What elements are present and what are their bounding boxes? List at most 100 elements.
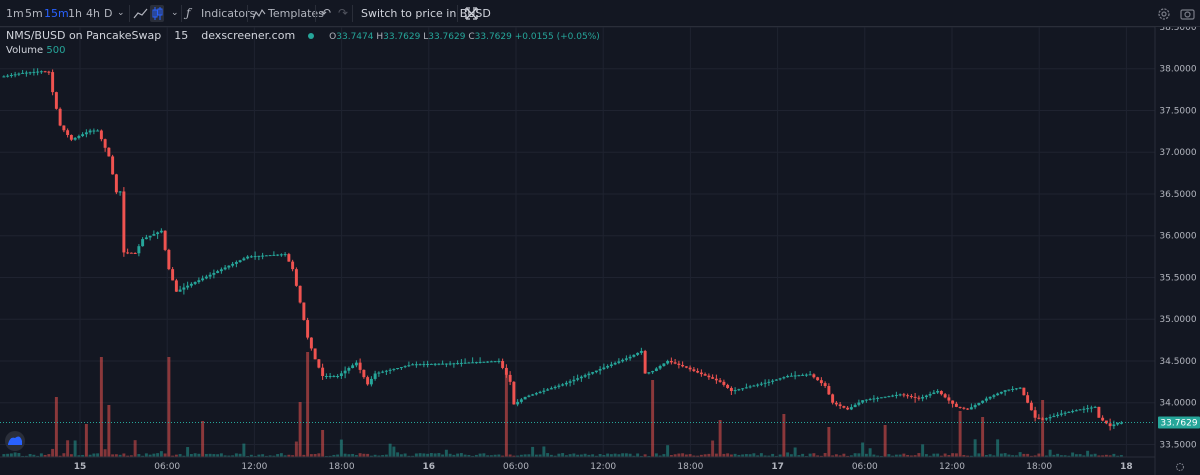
candle-body <box>384 370 388 372</box>
chevron-down-icon[interactable]: ⌄ <box>171 8 179 18</box>
interval-d[interactable]: D <box>104 7 113 20</box>
candle-body <box>849 407 853 410</box>
indicators-icon[interactable]: ƒ <box>186 6 191 20</box>
candle-body <box>2 76 6 78</box>
candle-body <box>913 396 917 398</box>
volume-bar <box>189 454 193 457</box>
volume-bar <box>692 455 696 457</box>
volume-bar <box>81 454 85 457</box>
volume-bar <box>1014 455 1018 457</box>
candle-body <box>834 402 838 405</box>
candle-body <box>234 262 238 264</box>
candle-body <box>576 378 580 380</box>
volume-bar <box>838 455 842 457</box>
interval-label: 15 <box>174 29 189 42</box>
candle-body <box>6 75 10 77</box>
candle-body <box>28 72 32 74</box>
volume-bar <box>831 455 835 457</box>
candle-body <box>921 397 925 399</box>
volume-bar <box>264 455 268 457</box>
volume-bar <box>816 455 820 457</box>
candle-body <box>572 379 576 382</box>
volume-bar <box>122 453 126 457</box>
volume-bar <box>253 455 257 457</box>
candle-body <box>246 256 250 259</box>
undo-icon[interactable]: ↶ <box>321 6 332 20</box>
candle-body <box>703 374 707 376</box>
candle-body <box>111 156 115 175</box>
candle-body <box>951 400 955 404</box>
candle-body <box>782 377 786 379</box>
candle-body <box>231 263 235 266</box>
candle-body <box>1041 418 1045 420</box>
volume-bar <box>1056 453 1060 457</box>
volume-bar <box>621 453 625 457</box>
volume-bar <box>501 455 505 457</box>
candle-body <box>497 360 501 362</box>
close-label: C <box>468 32 475 42</box>
volume-bar <box>156 453 160 457</box>
templates-icon[interactable] <box>253 8 266 20</box>
low-label: L <box>423 32 429 42</box>
volume-bar <box>107 405 111 457</box>
camera-icon[interactable] <box>1180 7 1195 21</box>
candle-body <box>1026 395 1030 403</box>
candle-body <box>186 285 190 288</box>
candle-body <box>133 252 137 254</box>
volume-bar <box>1041 400 1045 457</box>
volume-bar <box>512 455 516 457</box>
symbol-label: NMS/BUSD on PancakeSwap <box>6 29 162 42</box>
candle-body <box>984 398 988 401</box>
price-chart[interactable]: 33.5000 34.0000 34.5000 35.0000 35.5000 36.00… <box>0 27 1200 475</box>
volume-bar <box>103 449 107 457</box>
templates-button[interactable]: Templates <box>268 7 324 20</box>
indicators-button[interactable]: Indicators <box>201 7 256 20</box>
candle-body <box>947 397 951 401</box>
time-tick-label: 18 <box>1120 462 1133 472</box>
volume-bar <box>343 453 347 457</box>
candle-body <box>891 395 895 397</box>
chevron-down-icon[interactable]: ⌄ <box>117 8 125 18</box>
redo-icon[interactable]: ↷ <box>338 6 349 20</box>
axis-settings-icon[interactable] <box>1175 462 1185 472</box>
candle-body <box>216 271 220 273</box>
candle-body <box>1074 410 1078 412</box>
switch-price-button[interactable]: Switch to price in BUSD <box>361 7 491 20</box>
volume-bar <box>519 454 523 457</box>
volume-bar <box>426 453 430 457</box>
candle-body <box>639 350 643 353</box>
candles-icon[interactable] <box>150 5 164 22</box>
interval-1h[interactable]: 1h <box>68 7 82 20</box>
candle-body <box>306 320 310 338</box>
candle-body <box>527 395 531 397</box>
volume-bar <box>943 453 947 457</box>
candle-body <box>557 385 561 387</box>
candle-body <box>126 252 130 254</box>
volume-bar <box>516 455 520 457</box>
volume-bar <box>47 454 51 457</box>
volume-bar <box>444 449 448 457</box>
candle-body <box>144 237 148 240</box>
volume-bar <box>99 357 103 457</box>
interval-15m[interactable]: 15m <box>44 7 69 20</box>
candle-body <box>591 372 595 374</box>
candle-body <box>287 254 291 262</box>
fullscreen-icon[interactable] <box>465 7 478 20</box>
interval-1m[interactable]: 1m <box>6 7 24 20</box>
candle-body <box>538 391 542 394</box>
volume-bar <box>234 453 238 457</box>
volume-bar <box>96 453 100 457</box>
candle-body <box>1101 417 1105 421</box>
time-tick-label: 12:00 <box>939 462 965 472</box>
volume-bar <box>1104 454 1108 457</box>
volume-bar <box>298 402 302 457</box>
close-value: 33.7629 <box>474 32 512 42</box>
gear-icon[interactable] <box>1157 7 1171 21</box>
candle-body <box>673 362 677 364</box>
interval-4h[interactable]: 4h <box>86 7 100 20</box>
candle-body <box>643 350 647 374</box>
candle-body <box>309 337 313 349</box>
interval-5m[interactable]: 5m <box>25 7 43 20</box>
candle-body <box>737 389 741 391</box>
bar-chart-icon[interactable] <box>133 6 148 21</box>
